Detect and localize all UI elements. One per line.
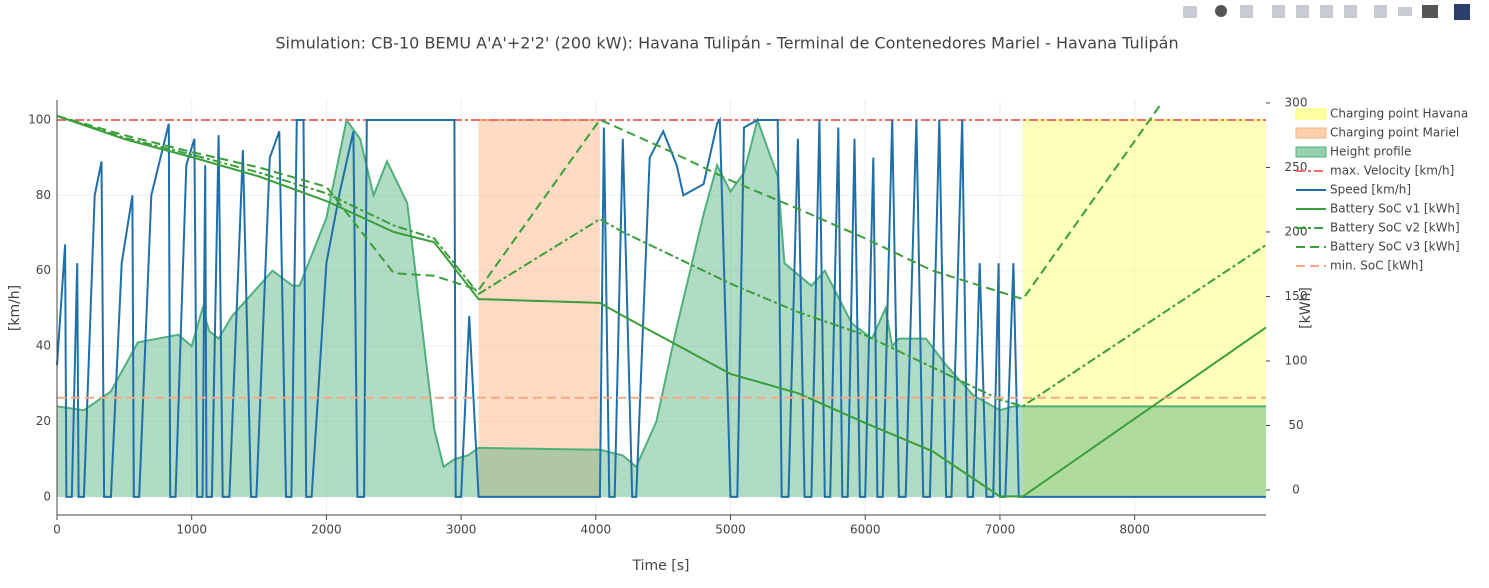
area-fill <box>57 120 1266 497</box>
legend: Charging point Havana Charging point Mari… <box>1295 107 1468 273</box>
y2-tick-label: 150 <box>1285 289 1308 303</box>
x-tick-label: 4000 <box>581 523 612 537</box>
zoom-icon[interactable] <box>1215 5 1227 17</box>
toolbar <box>1183 4 1470 20</box>
legend-label: Battery SoC v2 [kWh] <box>1330 221 1460 235</box>
x-tick-label: 2000 <box>311 523 342 537</box>
x-tick-label: 8000 <box>1119 523 1150 537</box>
y2-axis-title: [kWh] <box>1298 287 1314 329</box>
camera-icon[interactable] <box>1183 6 1197 18</box>
legend-label: max. Velocity [km/h] <box>1330 164 1454 178</box>
reset-icon[interactable] <box>1344 5 1357 18</box>
legend-swatch <box>1295 127 1327 139</box>
x-tick-label: 5000 <box>715 523 746 537</box>
legend-label: Height profile <box>1330 145 1411 159</box>
y2-tick-label: 50 <box>1288 418 1303 432</box>
y-tick-label: 40 <box>36 339 51 353</box>
series-line <box>56 116 1266 469</box>
series-line <box>56 102 1163 301</box>
y-axis-title: [km/h] <box>7 285 23 331</box>
spike-icon[interactable] <box>1374 5 1387 18</box>
legend-label: Charging point Havana <box>1330 107 1468 121</box>
hover-compare-icon[interactable] <box>1422 5 1438 18</box>
zoom-in-icon[interactable] <box>1272 5 1285 18</box>
y-tick-label: 80 <box>36 188 51 202</box>
series-line <box>56 114 1267 408</box>
legend-swatch <box>1295 146 1327 158</box>
hover-closest-icon[interactable] <box>1398 7 1412 16</box>
y-tick-label: 60 <box>36 263 51 277</box>
legend-swatch <box>1295 108 1327 120</box>
x-tick-label: 1000 <box>176 523 207 537</box>
autoscale-icon[interactable] <box>1320 5 1333 18</box>
y-tick-label: 20 <box>36 414 51 428</box>
x-tick-label: 0 <box>53 523 61 537</box>
x-tick-label: 6000 <box>850 523 881 537</box>
series-line <box>56 117 1266 498</box>
x-tick-label: 3000 <box>446 523 477 537</box>
legend-label: Battery SoC v1 [kWh] <box>1330 202 1460 216</box>
legend-label: Speed [km/h] <box>1330 183 1411 197</box>
y2-tick-label: 200 <box>1285 224 1308 238</box>
pan-icon[interactable] <box>1240 5 1253 18</box>
y2-tick-label: 100 <box>1285 353 1308 367</box>
x-axis-title: Time [s] <box>632 558 690 574</box>
y-tick-label: 100 <box>28 112 51 126</box>
area-fill <box>478 120 600 497</box>
y-tick-label: 0 <box>43 489 51 503</box>
series-line <box>56 114 1267 498</box>
y2-tick-label: 300 <box>1285 95 1308 109</box>
zoom-out-icon[interactable] <box>1296 5 1309 18</box>
x-tick-label: 7000 <box>985 523 1016 537</box>
plotly-logo[interactable] <box>1454 4 1470 20</box>
legend-label: Battery SoC v3 [kWh] <box>1330 240 1460 254</box>
chart-title: Simulation: CB-10 BEMU A'A'+2'2' (200 kW… <box>275 34 1178 53</box>
legend-label: min. SoC [kWh] <box>1330 259 1423 273</box>
y2-tick-label: 0 <box>1292 482 1300 496</box>
legend-label: Charging point Mariel <box>1330 126 1459 140</box>
